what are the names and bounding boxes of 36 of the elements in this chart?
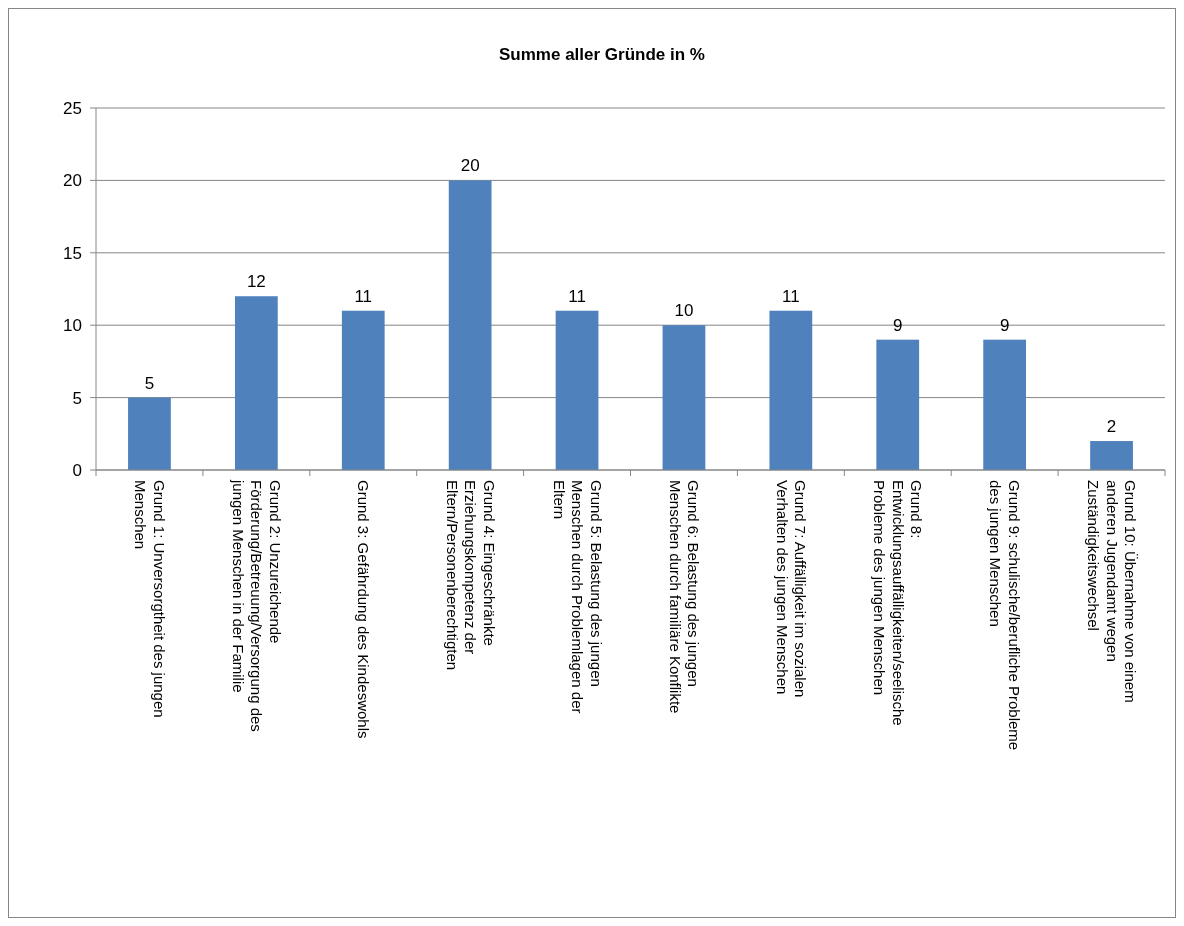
bar (983, 339, 1027, 470)
x-tick-label: Grund 9: schulische/berufliche Probleme des jungen Menschen (987, 480, 1023, 751)
bar (662, 325, 706, 470)
data-label: 9 (999, 315, 1010, 335)
bar (128, 397, 171, 470)
bar (448, 180, 492, 470)
data-label: 11 (354, 286, 373, 306)
data-label: 20 (460, 156, 480, 176)
data-label: 2 (1106, 417, 1117, 437)
data-label: 12 (246, 272, 266, 292)
bar (341, 310, 385, 470)
bar (1090, 441, 1133, 470)
x-tick-label: Grund 7: Auffälligkeit im sozialen Verhalten des jungen Menschen (773, 480, 810, 698)
x-tick-label: Grund 2: Unzureichende Förderung/Betreuung/Versorgung des jungen Menschen in der Familie (229, 479, 284, 732)
bar (555, 310, 599, 470)
chart-title: Summe aller Gründe in % (499, 45, 705, 64)
y-tick-label: 15 (63, 243, 82, 263)
data-label: 9 (893, 315, 903, 335)
x-tick-label: Grund 6: Belastung des jungen Menschen durch familiäre Konflikte (666, 480, 703, 714)
data-label: 5 (144, 373, 155, 393)
x-tick-label: Grund 3: Gefährdung des Kindeswohls (355, 480, 373, 739)
bar (876, 339, 920, 470)
y-tick-label: 0 (72, 460, 82, 480)
bar (769, 310, 813, 470)
y-tick-label: 10 (63, 316, 82, 336)
x-tick-label: Grund 5: Belastung des jungen Menschen durch Problemlagen der Eltern (550, 480, 605, 714)
x-tick-label: Grund 1: Unversorgtheit des jungen Menschen (132, 480, 168, 718)
y-tick-label: 5 (72, 388, 82, 408)
x-tick-label: Grund 4: Eingeschränkte Erziehungskompetenz der Eltern/Personenberechtigten (443, 480, 498, 671)
y-tick-label: 25 (63, 98, 82, 118)
data-label: 11 (568, 286, 586, 306)
data-label: 11 (782, 286, 800, 306)
x-tick-label: Grund 8: Entwicklungsauffälligkeiten/seelische Probleme des jungen Menschen (871, 480, 926, 726)
data-label: 10 (674, 301, 694, 321)
bar (234, 296, 278, 470)
y-tick-label: 20 (63, 171, 82, 191)
